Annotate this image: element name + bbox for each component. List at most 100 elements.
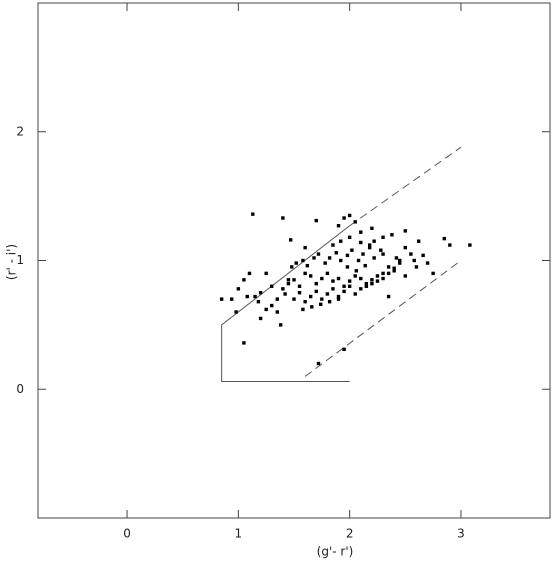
- point: [398, 261, 402, 265]
- point: [431, 271, 435, 276]
- point: [258, 316, 263, 321]
- point: [258, 290, 263, 295]
- point: [320, 297, 324, 301]
- point: [331, 287, 335, 291]
- point: [386, 271, 391, 276]
- point: [468, 243, 472, 247]
- point: [363, 263, 367, 268]
- point: [350, 248, 354, 252]
- point: [375, 274, 380, 278]
- point: [359, 276, 363, 281]
- point: [364, 281, 369, 286]
- point: [403, 245, 408, 250]
- boundary-line: [304, 260, 462, 377]
- point: [294, 261, 298, 265]
- point: [270, 303, 274, 308]
- point: [403, 274, 408, 278]
- point: [359, 240, 363, 245]
- point: [342, 284, 346, 288]
- x-tick-label: 3: [457, 527, 465, 541]
- point: [319, 302, 323, 306]
- point: [281, 216, 285, 220]
- point: [316, 252, 321, 256]
- point: [275, 297, 280, 301]
- point: [361, 252, 365, 256]
- point: [303, 245, 307, 250]
- point: [347, 284, 352, 288]
- point: [342, 289, 346, 294]
- point: [245, 294, 249, 299]
- point: [292, 297, 296, 301]
- point: [339, 239, 343, 243]
- point: [301, 307, 305, 312]
- point: [331, 279, 335, 283]
- point: [375, 279, 380, 283]
- point: [381, 252, 385, 256]
- boundary-line: [221, 225, 350, 383]
- point: [264, 307, 268, 312]
- point: [292, 278, 296, 282]
- point: [347, 213, 352, 218]
- point: [320, 276, 324, 281]
- point: [370, 278, 374, 282]
- point: [409, 252, 413, 256]
- point: [242, 341, 246, 345]
- point: [308, 274, 313, 278]
- point: [314, 281, 318, 286]
- point: [412, 258, 416, 263]
- point: [356, 258, 361, 263]
- point: [372, 256, 376, 260]
- point: [314, 218, 318, 223]
- point: [336, 276, 341, 281]
- point: [345, 253, 350, 258]
- point: [398, 258, 402, 263]
- point: [283, 292, 287, 296]
- point: [392, 266, 396, 270]
- point: [297, 284, 302, 288]
- point: [347, 235, 352, 240]
- point: [386, 294, 391, 299]
- point: [379, 248, 383, 252]
- point: [347, 279, 352, 283]
- point: [275, 310, 280, 314]
- point: [381, 276, 385, 281]
- point: [442, 236, 446, 241]
- point: [353, 274, 357, 278]
- point: [414, 265, 419, 269]
- x-tick-label: 1: [235, 527, 243, 541]
- point: [253, 294, 257, 299]
- point: [286, 281, 291, 286]
- point: [323, 261, 327, 265]
- point: [339, 258, 343, 263]
- point: [325, 271, 330, 276]
- point: [334, 251, 338, 255]
- point: [229, 297, 234, 301]
- point: [316, 361, 321, 366]
- point: [236, 287, 241, 291]
- point: [353, 220, 357, 224]
- point: [286, 278, 291, 282]
- point: [394, 256, 399, 260]
- point: [354, 269, 359, 273]
- point: [310, 305, 314, 309]
- point: [247, 271, 252, 276]
- point: [297, 290, 302, 295]
- point: [381, 235, 385, 240]
- point: [264, 271, 268, 276]
- point: [219, 297, 224, 301]
- point: [390, 233, 394, 237]
- point: [234, 310, 238, 314]
- plot-frame: [37, 2, 551, 519]
- point: [308, 294, 313, 299]
- point: [301, 258, 305, 263]
- point: [364, 284, 369, 288]
- x-axis-label: (g'- r'): [317, 545, 354, 559]
- point: [448, 243, 452, 247]
- point: [314, 289, 318, 294]
- point: [327, 256, 332, 260]
- point: [421, 253, 425, 258]
- point: [367, 245, 372, 250]
- boundary-line: [349, 146, 462, 227]
- point: [312, 256, 316, 260]
- point: [270, 284, 274, 288]
